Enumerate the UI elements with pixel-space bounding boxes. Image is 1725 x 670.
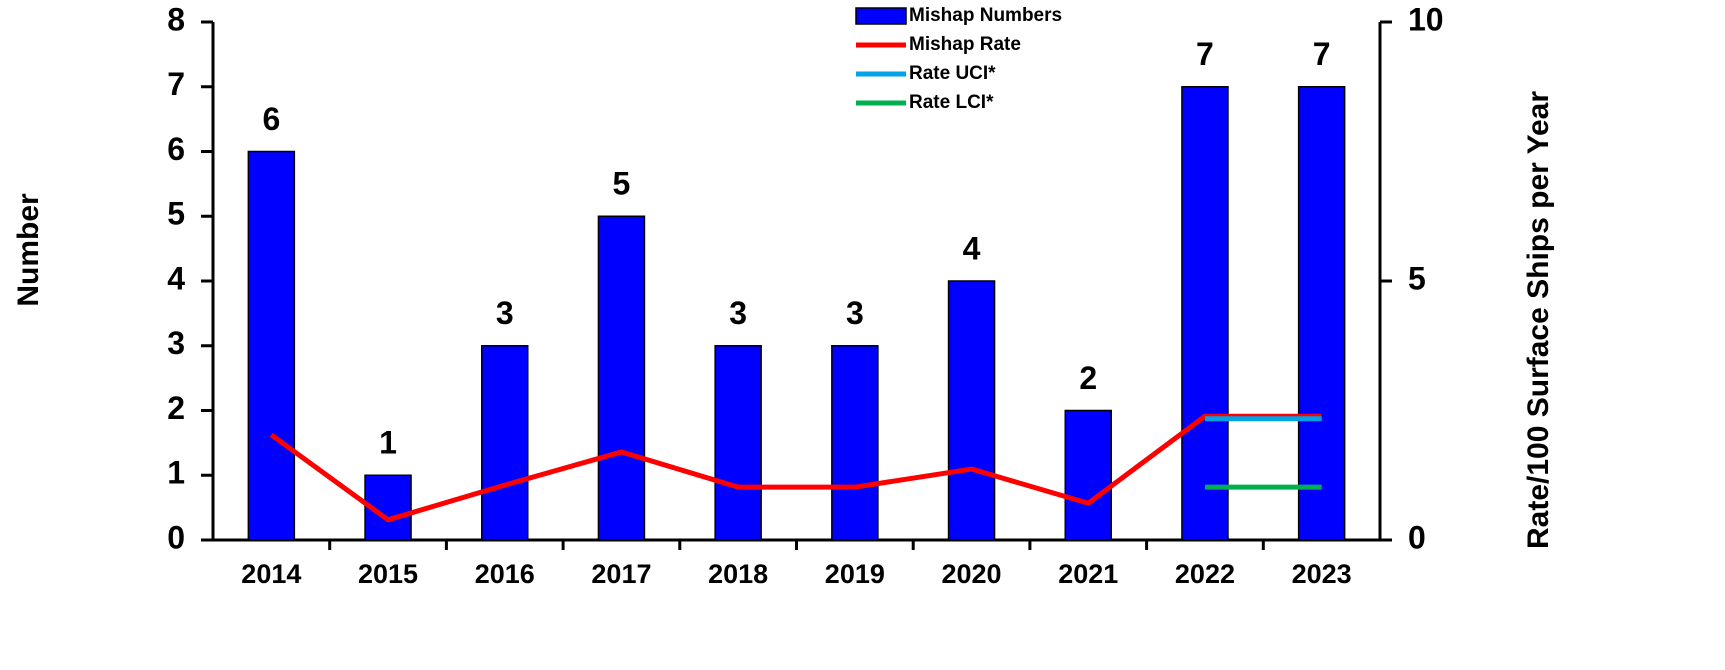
legend-label: Mishap Numbers [909, 5, 1062, 26]
data-label: 4 [963, 230, 981, 266]
y-tick-label: 0 [167, 519, 185, 555]
y-tick-label: 7 [167, 66, 185, 102]
y-tick-label: 6 [167, 131, 185, 167]
bar [247, 150, 296, 541]
y2-tick-label: 10 [1408, 1, 1444, 37]
data-label: 3 [846, 295, 864, 331]
x-tick-label: 2019 [825, 559, 885, 589]
y-tick-label: 3 [167, 325, 185, 361]
x-tick-label: 2021 [1058, 559, 1118, 589]
bar [597, 215, 646, 541]
bar [1297, 86, 1346, 541]
y2-tick-label: 5 [1408, 260, 1426, 296]
y2-tick-label: 0 [1408, 519, 1426, 555]
x-tick-label: 2022 [1175, 559, 1235, 589]
bar [1064, 409, 1112, 541]
data-label: 5 [613, 166, 631, 202]
y-tick-label: 2 [167, 390, 185, 426]
legend-swatch [855, 7, 907, 25]
y-tick-label: 5 [167, 196, 185, 232]
x-tick-label: 2023 [1292, 559, 1352, 589]
legend-label: Mishap Rate [909, 34, 1021, 55]
data-label: 2 [1079, 360, 1097, 396]
x-tick-label: 2016 [475, 559, 535, 589]
bar [1181, 86, 1229, 541]
x-tick-label: 2014 [241, 559, 301, 589]
data-label: 1 [379, 425, 397, 461]
x-tick-label: 2015 [358, 559, 418, 589]
legend-label: Rate UCI* [909, 63, 996, 84]
bar [481, 345, 529, 541]
bar [947, 280, 996, 541]
data-label: 7 [1196, 36, 1214, 72]
bar [714, 345, 762, 541]
bar [831, 345, 879, 541]
x-tick-label: 2018 [708, 559, 768, 589]
data-label: 3 [729, 295, 747, 331]
y-tick-label: 4 [167, 260, 185, 296]
y-tick-label: 8 [167, 1, 185, 37]
data-label: 3 [496, 295, 514, 331]
data-label: 6 [262, 101, 280, 137]
legend-label: Rate LCI* [909, 92, 994, 113]
y-tick-label: 1 [167, 455, 185, 491]
y-axis-title: Number [12, 193, 45, 307]
data-label: 7 [1313, 36, 1331, 72]
line [269, 413, 1322, 523]
y2-axis-title: Rate/100 Surface Ships per Year [1522, 91, 1555, 549]
x-tick-label: 2017 [591, 559, 651, 589]
x-tick-label: 2020 [942, 559, 1002, 589]
